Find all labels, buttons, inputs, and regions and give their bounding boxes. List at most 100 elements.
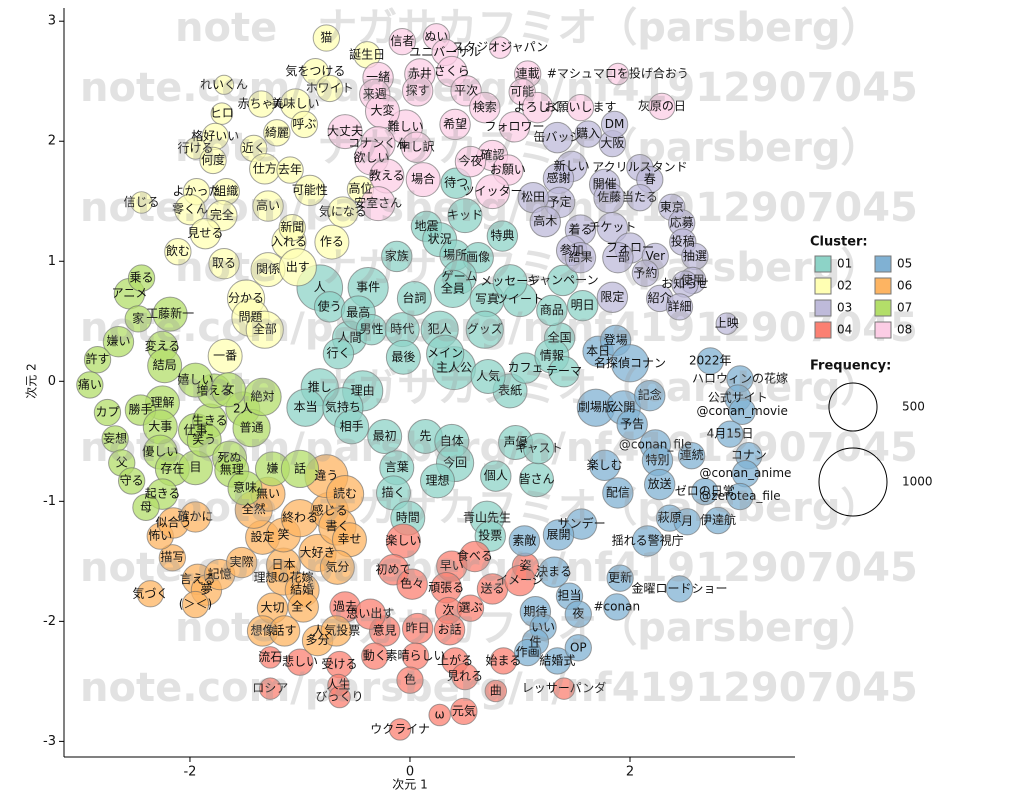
word-label: 信じる <box>124 195 160 209</box>
bubble <box>259 646 282 669</box>
word-label: 青山先生 <box>463 511 511 525</box>
word-label: 高い <box>256 198 280 213</box>
legend-swatch <box>814 299 832 317</box>
word-label: ヒロ <box>210 106 234 120</box>
bubble <box>547 264 579 297</box>
bubble <box>542 519 575 551</box>
word-label: 気持ち <box>325 399 361 414</box>
watermark: note ナガサカフミオ（parsberg） <box>175 245 881 291</box>
word-label: 始まる <box>485 653 521 667</box>
bubble <box>252 190 284 222</box>
legend-swatch <box>874 255 892 273</box>
word-label: 結婚式 <box>539 653 575 667</box>
word-label: 飲む <box>166 243 190 258</box>
bubble <box>334 409 370 445</box>
word-label: 乗る <box>130 271 154 285</box>
word-label: 声優 <box>504 435 528 449</box>
bubble <box>543 647 572 675</box>
word-label: ゼロの日常 <box>675 484 735 498</box>
y-tick-label: 1 <box>48 254 56 269</box>
word-label: 見れる <box>447 669 483 683</box>
bubble <box>290 110 319 139</box>
word-label: 気になる <box>319 204 367 219</box>
word-label: 過去 <box>333 599 357 613</box>
word-label: 流石 <box>258 650 282 664</box>
word-label: 場合 <box>411 171 435 186</box>
watermark: note ナガサカフミオ（parsberg） <box>175 365 881 411</box>
bubble <box>181 590 210 619</box>
word-label: 受ける <box>322 657 358 671</box>
bubble <box>574 120 602 148</box>
bubble <box>177 362 213 398</box>
bubble <box>268 615 301 647</box>
word-label: #マシュマロを投げ合おう <box>547 66 689 81</box>
word-label: 大変 <box>370 103 394 118</box>
word-label: 似合う <box>155 514 191 529</box>
legend-label: 07 <box>897 301 912 315</box>
bubble <box>276 156 304 184</box>
word-label: 思い出す <box>346 607 394 621</box>
word-label: お知らせ <box>661 277 709 291</box>
word-label: 嬉しい <box>177 373 213 387</box>
word-label: 笑う <box>192 432 216 447</box>
word-label: 購入 <box>576 127 600 141</box>
word-label: ω <box>435 707 445 721</box>
bubble <box>634 379 666 412</box>
word-label: 昨日 <box>406 621 430 635</box>
word-label: 行く <box>326 346 350 360</box>
word-label: 大事 <box>148 419 172 433</box>
word-label: 近く <box>242 141 266 155</box>
word-label: 抽選 <box>683 249 707 263</box>
word-label: 呼ぶ <box>292 117 316 131</box>
word-label: 使う <box>318 298 342 313</box>
word-label: アニメ <box>112 286 148 300</box>
word-label: 食べる <box>457 548 493 563</box>
word-label: ホワイト <box>306 81 354 95</box>
bubble <box>602 477 634 509</box>
bubble <box>117 467 146 495</box>
size-legend-circle <box>828 382 878 432</box>
bubble <box>600 110 629 139</box>
legend-label: 02 <box>837 279 852 293</box>
bubble <box>245 310 284 349</box>
word-label: 怖い <box>148 528 172 543</box>
word-label: 予告 <box>620 417 644 431</box>
bubble <box>673 508 701 536</box>
y-tick-label: -2 <box>43 614 56 629</box>
word-label: 違う <box>314 469 338 483</box>
word-label: 限定 <box>600 289 624 304</box>
word-label: 当たる <box>622 190 658 204</box>
bubble <box>210 372 246 408</box>
word-label: @conan_file <box>619 437 692 451</box>
word-label: サンデー <box>558 516 606 531</box>
bubble <box>367 419 403 455</box>
legend-label: 08 <box>897 323 912 337</box>
word-label: 格好いい <box>191 128 239 143</box>
word-label: 日本 <box>271 557 295 571</box>
word-label: 相手 <box>340 419 364 433</box>
word-label: 組織 <box>214 184 238 198</box>
word-label: 公開 <box>611 400 635 414</box>
word-label: 優しい <box>142 445 178 459</box>
word-label: 家 <box>132 310 144 325</box>
word-label: 放送 <box>648 476 672 491</box>
word-label: 誕生日 <box>349 47 385 61</box>
word-label: ツイッター <box>462 184 522 198</box>
bubble <box>489 647 518 675</box>
word-label: 作画 <box>516 645 540 659</box>
bubble <box>504 564 536 597</box>
word-label: 初めて <box>375 562 411 576</box>
word-label: 見せる <box>187 226 223 240</box>
word-label: 来週 <box>363 87 387 101</box>
word-label: 明日 <box>571 298 595 312</box>
word-label: 仕事 <box>183 423 207 437</box>
word-label: 楽しむ <box>587 458 623 472</box>
bubble <box>127 264 156 292</box>
word-label: 悲しい <box>282 654 318 669</box>
bubble <box>484 679 508 703</box>
word-label: 予約 <box>633 265 657 280</box>
bubble <box>199 146 227 175</box>
bubble <box>538 556 570 588</box>
word-label: 確かに <box>177 508 213 523</box>
